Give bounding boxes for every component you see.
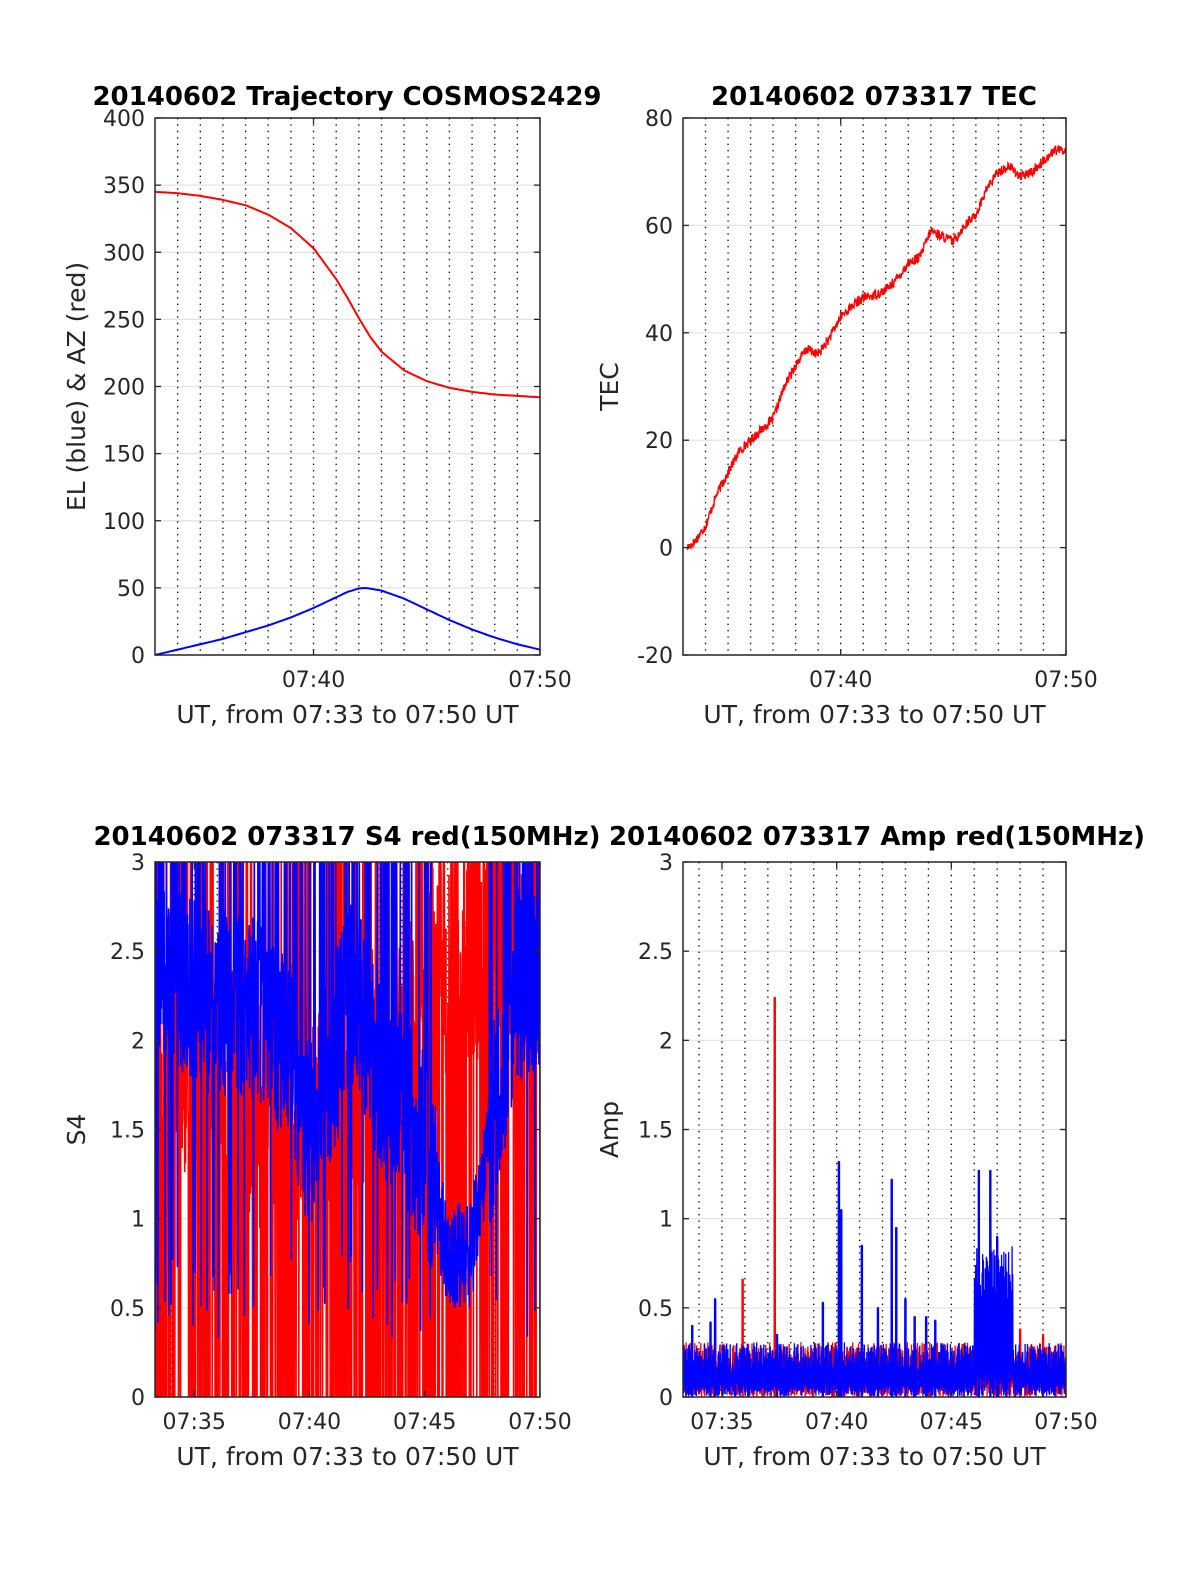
x-axis-label: UT, from 07:33 to 07:50 UT: [176, 700, 519, 729]
chart-title: 20140602 073317 Amp red(150MHz): [609, 822, 1145, 852]
x-tick-label: 07:50: [1034, 668, 1097, 693]
x-tick-label: 07:35: [162, 1410, 225, 1435]
y-axis-label: Amp: [595, 1101, 624, 1158]
y-tick-label: 400: [103, 107, 145, 132]
y-tick-label: 350: [103, 174, 145, 199]
plot-area: [686, 145, 1066, 551]
y-tick-label: 80: [645, 107, 673, 132]
y-tick-label: 0.5: [110, 1297, 145, 1322]
y-tick-label: 100: [103, 510, 145, 535]
y-tick-label: 0: [131, 1386, 145, 1411]
x-tick-label: 07:50: [508, 1410, 571, 1435]
chart-panel-2: -20 0 20 40 60 80 07:40 07:50 20140602 073317 TE…: [595, 82, 1098, 729]
x-axis-label: UT, from 07:33 to 07:50 UT: [703, 1442, 1046, 1471]
y-axis-label: TEC: [595, 362, 624, 412]
y-tick-label: 0: [659, 1386, 673, 1411]
x-tick-label: 07:50: [1034, 1410, 1097, 1435]
y-tick-label: 1: [659, 1208, 673, 1233]
y-tick-label: 50: [117, 577, 145, 602]
y-tick-label: -20: [637, 644, 673, 669]
chart-panel-4: 0 0.5 1 1.5 2 2.5 3 07:35 07:40 07:45 07:50 2014060…: [595, 822, 1145, 1471]
y-tick-label: 1.5: [110, 1119, 145, 1144]
x-axis-label: UT, from 07:33 to 07:50 UT: [703, 700, 1046, 729]
series-blue-line: [155, 862, 540, 1339]
plot-area: [155, 190, 540, 655]
x-axis-label: UT, from 07:33 to 07:50 UT: [176, 1442, 519, 1471]
series-blue-line: [155, 586, 540, 655]
x-tick-label: 07:45: [920, 1410, 983, 1435]
y-tick-label: 0.5: [638, 1297, 673, 1322]
y-tick-label: 1.5: [638, 1119, 673, 1144]
x-tick-label: 07:40: [805, 1410, 868, 1435]
y-tick-label: 2: [131, 1029, 145, 1054]
y-tick-label: 150: [103, 443, 145, 468]
y-tick-label: 3: [131, 851, 145, 876]
chart-title: 20140602 073317 S4 red(150MHz): [93, 822, 600, 852]
series-red-line: [155, 190, 540, 399]
plot-area: [683, 996, 1066, 1397]
y-tick-label: 0: [659, 537, 673, 562]
x-tick-label: 07:45: [393, 1410, 456, 1435]
x-tick-label: 07:40: [278, 1410, 341, 1435]
series-red-line: [686, 145, 1066, 551]
y-tick-label: 0: [131, 644, 145, 669]
x-tick-label: 07:35: [690, 1410, 753, 1435]
chart-title: 20140602 Trajectory COSMOS2429: [92, 82, 601, 112]
y-tick-label: 2: [659, 1029, 673, 1054]
y-tick-label: 3: [659, 851, 673, 876]
axes-box: [682, 117, 1067, 656]
x-tick-label: 07:40: [809, 668, 872, 693]
series-blue-line: [683, 1160, 1066, 1397]
chart-panel-3: 0 0.5 1 1.5 2 2.5 3 07:35 07:40 07:45 07:50 2014060…: [62, 822, 601, 1471]
y-tick-label: 2.5: [638, 940, 673, 965]
y-axis-label: EL (blue) & AZ (red): [62, 262, 91, 511]
y-tick-label: 2.5: [110, 940, 145, 965]
y-tick-label: 60: [645, 214, 673, 239]
y-tick-label: 200: [103, 376, 145, 401]
chart-panel-1: 0 50 100 150 200 250 300 350 400 07:40 07:50 201406…: [62, 82, 602, 729]
y-tick-label: 20: [645, 429, 673, 454]
x-tick-label: 07:50: [508, 668, 571, 693]
chart-title: 20140602 073317 TEC: [711, 82, 1037, 112]
y-tick-label: 300: [103, 241, 145, 266]
x-tick-label: 07:40: [282, 668, 345, 693]
y-tick-label: 40: [645, 322, 673, 347]
y-tick-label: 1: [131, 1208, 145, 1233]
y-tick-label: 250: [103, 308, 145, 333]
plot-area: [155, 862, 540, 1397]
y-axis-label: S4: [62, 1114, 91, 1146]
